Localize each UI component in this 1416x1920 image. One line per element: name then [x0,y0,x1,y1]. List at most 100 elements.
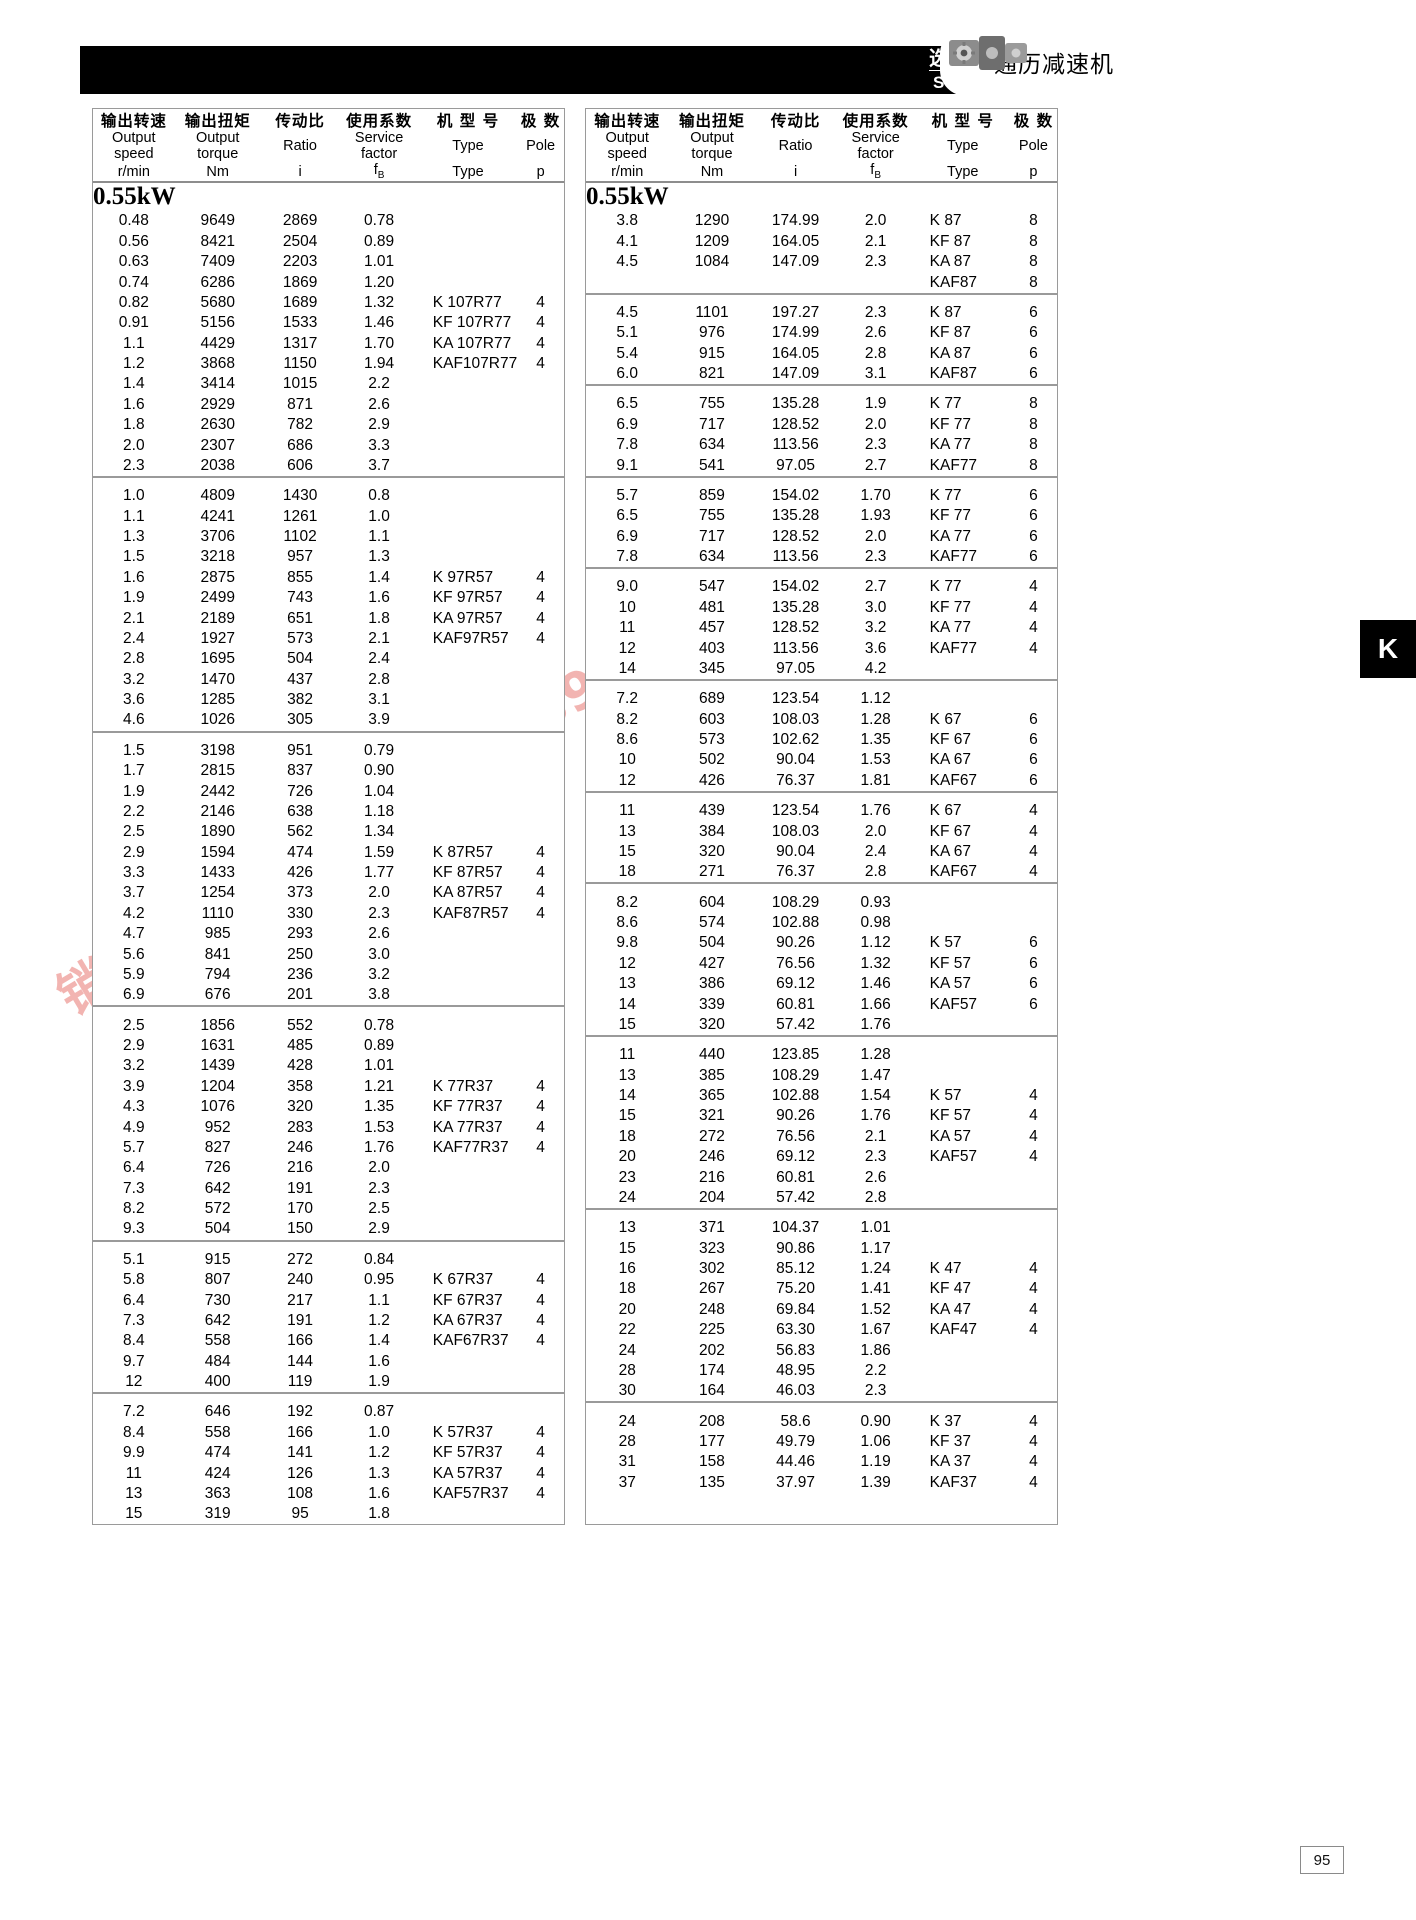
table-row[interactable]: 0.56 8421 2504 0.89 [93,232,564,252]
table-row[interactable]: 5.9 794 236 3.2 [93,965,564,985]
table-row[interactable]: 4.5 1084 147.09 2.3 KA 87 8 [586,252,1057,272]
table-row[interactable]: 15 320 90.04 2.4 KA 67 4 [586,842,1057,862]
table-row[interactable]: 18 272 76.56 2.1 KA 57 4 [586,1127,1057,1147]
table-row[interactable]: 12 403 113.56 3.6 KAF77 4 [586,638,1057,658]
table-row[interactable]: 4.9 952 283 1.53 KA 77R37 4 [93,1117,564,1137]
table-row[interactable]: 3.9 1204 358 1.21 K 77R37 4 [93,1077,564,1097]
table-row[interactable]: 10 502 90.04 1.53 KA 67 6 [586,750,1057,770]
section-tab-k[interactable]: K [1360,620,1416,678]
table-row[interactable]: 15 323 90.86 1.17 [586,1238,1057,1258]
table-row[interactable]: 8.6 574 102.88 0.98 [586,913,1057,933]
table-row[interactable]: 3.7 1254 373 2.0 KA 87R57 4 [93,883,564,903]
table-row[interactable]: 12 427 76.56 1.32 KF 57 6 [586,954,1057,974]
table-row[interactable]: 5.1 915 272 0.84 [93,1250,564,1270]
table-row[interactable]: 8.6 573 102.62 1.35 KF 67 6 [586,730,1057,750]
table-row[interactable]: 5.6 841 250 3.0 [93,944,564,964]
table-row[interactable]: 0.63 7409 2203 1.01 [93,252,564,272]
table-row[interactable]: 0.74 6286 1869 1.20 [93,272,564,292]
table-row[interactable]: 10 481 135.28 3.0 KF 77 4 [586,598,1057,618]
table-row[interactable]: 13 384 108.03 2.0 KF 67 4 [586,821,1057,841]
table-row[interactable]: 6.5 755 135.28 1.93 KF 77 6 [586,506,1057,526]
table-row[interactable]: 1.7 2815 837 0.90 [93,761,564,781]
table-row[interactable]: 8.4 558 166 1.0 K 57R37 4 [93,1423,564,1443]
table-row[interactable]: 1.5 3198 951 0.79 [93,741,564,761]
table-row[interactable]: 7.2 646 192 0.87 [93,1402,564,1422]
table-row[interactable]: 3.8 1290 174.99 2.0 K 87 8 [586,211,1057,231]
table-row[interactable]: 6.0 821 147.09 3.1 KAF87 6 [586,363,1057,387]
table-row[interactable]: 9.0 547 154.02 2.7 K 77 4 [586,577,1057,597]
table-row[interactable]: 9.1 541 97.05 2.7 KAF77 8 [586,455,1057,478]
table-row[interactable]: 14 339 60.81 1.66 KAF57 6 [586,994,1057,1014]
table-row[interactable]: 6.9 717 128.52 2.0 KF 77 8 [586,415,1057,435]
table-row[interactable]: 9.3 504 150 2.9 [93,1219,564,1242]
table-row[interactable]: 2.9 1631 485 0.89 [93,1036,564,1056]
table-row[interactable]: 1.5 3218 957 1.3 [93,547,564,567]
table-row[interactable]: 1.1 4429 1317 1.70 KA 107R77 4 [93,333,564,353]
table-row[interactable]: 13 363 108 1.6 KAF57R37 4 [93,1484,564,1504]
table-row[interactable]: 1.8 2630 782 2.9 [93,415,564,435]
table-row[interactable]: 6.5 755 135.28 1.9 K 77 8 [586,394,1057,414]
table-row[interactable]: 11 457 128.52 3.2 KA 77 4 [586,618,1057,638]
table-row[interactable]: 1.4 3414 1015 2.2 [93,374,564,394]
table-row[interactable]: 7.8 634 113.56 2.3 KAF77 6 [586,546,1057,570]
table-row[interactable]: 28 177 49.79 1.06 KF 37 4 [586,1432,1057,1452]
table-row[interactable]: 13 386 69.12 1.46 KA 57 6 [586,974,1057,994]
table-row[interactable]: 1.9 2499 743 1.6 KF 97R57 4 [93,588,564,608]
table-row[interactable]: 24 204 57.42 2.8 [586,1187,1057,1211]
table-row[interactable]: 12 426 76.37 1.81 KAF67 6 [586,770,1057,793]
table-row[interactable]: 6.4 730 217 1.1 KF 67R37 4 [93,1290,564,1310]
table-row[interactable]: 11 439 123.54 1.76 K 67 4 [586,801,1057,821]
table-row[interactable]: 8.2 572 170 2.5 [93,1199,564,1219]
table-row[interactable]: 9.9 474 141 1.2 KF 57R37 4 [93,1443,564,1463]
table-row[interactable]: 4.6 1026 305 3.9 [93,710,564,733]
table-row[interactable]: 4.3 1076 320 1.35 KF 77R37 4 [93,1097,564,1117]
table-row[interactable]: 2.0 2307 686 3.3 [93,435,564,455]
table-row[interactable]: 6.9 676 201 3.8 [93,985,564,1008]
table-row[interactable]: 4.2 1110 330 2.3 KAF87R57 4 [93,904,564,924]
table-row[interactable]: 24 208 58.6 0.90 K 37 4 [586,1411,1057,1431]
table-row[interactable]: 20 246 69.12 2.3 KAF57 4 [586,1147,1057,1167]
table-row[interactable]: 7.3 642 191 2.3 [93,1178,564,1198]
table-row[interactable]: 28 174 48.95 2.2 [586,1361,1057,1381]
table-row[interactable]: 2.8 1695 504 2.4 [93,649,564,669]
table-row[interactable]: 8.2 604 108.29 0.93 [586,892,1057,912]
table-row[interactable]: 7.3 642 191 1.2 KA 67R37 4 [93,1311,564,1331]
table-row[interactable]: 15 321 90.26 1.76 KF 57 4 [586,1106,1057,1126]
table-row[interactable]: 1.6 2929 871 2.6 [93,395,564,415]
table-row[interactable]: 5.4 915 164.05 2.8 KA 87 6 [586,343,1057,363]
table-row[interactable]: 18 267 75.20 1.41 KF 47 4 [586,1279,1057,1299]
table-row[interactable]: 2.2 2146 638 1.18 [93,802,564,822]
table-row[interactable]: 15 319 95 1.8 [93,1504,564,1524]
table-row[interactable]: 7.2 689 123.54 1.12 [586,689,1057,709]
table-row[interactable]: 7.8 634 113.56 2.3 KA 77 8 [586,435,1057,455]
table-row[interactable]: 5.7 827 246 1.76 KAF77R37 4 [93,1138,564,1158]
table-row[interactable]: 1.6 2875 855 1.4 K 97R57 4 [93,568,564,588]
table-row[interactable]: 1.2 3868 1150 1.94 KAF107R77 4 [93,354,564,374]
table-row[interactable]: 22 225 63.30 1.67 KAF47 4 [586,1320,1057,1340]
table-row[interactable]: 16 302 85.12 1.24 K 47 4 [586,1259,1057,1279]
table-row[interactable]: 5.7 859 154.02 1.70 K 77 6 [586,486,1057,506]
table-row[interactable]: 12 400 119 1.9 [93,1371,564,1395]
table-row[interactable]: 0.91 5156 1533 1.46 KF 107R77 4 [93,313,564,333]
table-row[interactable]: 20 248 69.84 1.52 KA 47 4 [586,1300,1057,1320]
table-row[interactable]: 13 371 104.37 1.01 [586,1218,1057,1238]
table-row[interactable]: 30 164 46.03 2.3 [586,1381,1057,1404]
table-row[interactable]: 2.5 1890 562 1.34 [93,822,564,842]
table-row[interactable]: 31 158 44.46 1.19 KA 37 4 [586,1452,1057,1472]
table-row[interactable]: 4.7 985 293 2.6 [93,924,564,944]
table-row[interactable]: 4.1 1209 164.05 2.1 KF 87 8 [586,232,1057,252]
table-row[interactable]: 6.4 726 216 2.0 [93,1158,564,1178]
table-row[interactable]: 1.1 4241 1261 1.0 [93,506,564,526]
table-row[interactable]: 13 385 108.29 1.47 [586,1065,1057,1085]
table-row[interactable]: 3.2 1470 437 2.8 [93,669,564,689]
table-row[interactable]: 3.3 1433 426 1.77 KF 87R57 4 [93,863,564,883]
table-row[interactable]: 2.3 2038 606 3.7 [93,455,564,479]
table-row[interactable]: 15 320 57.42 1.76 [586,1014,1057,1038]
table-row[interactable]: 2.9 1594 474 1.59 K 87R57 4 [93,842,564,862]
table-row[interactable]: 2.5 1856 552 0.78 [93,1015,564,1035]
table-row[interactable]: 9.8 504 90.26 1.12 K 57 6 [586,933,1057,953]
table-row[interactable]: 24 202 56.83 1.86 [586,1340,1057,1360]
table-row[interactable]: 3.6 1285 382 3.1 [93,690,564,710]
table-row[interactable]: 1.3 3706 1102 1.1 [93,527,564,547]
table-row[interactable]: 0.48 9649 2869 0.78 [93,211,564,231]
